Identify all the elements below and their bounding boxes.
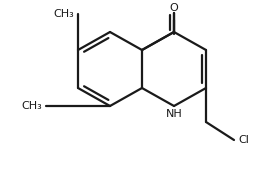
Text: CH₃: CH₃ <box>53 9 74 19</box>
Text: Cl: Cl <box>238 135 249 145</box>
Text: O: O <box>170 3 178 13</box>
Text: CH₃: CH₃ <box>21 101 42 111</box>
Text: NH: NH <box>166 109 182 119</box>
